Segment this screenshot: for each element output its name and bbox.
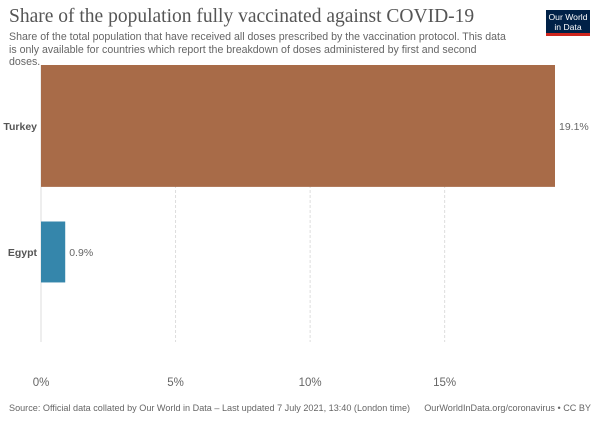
category-label: Turkey — [3, 121, 37, 133]
x-tick-label: 15% — [433, 377, 456, 389]
labels: 0% 5% 10% 15% Turkey 19.1% Egypt 0.9% — [3, 121, 588, 389]
value-label: 19.1% — [559, 121, 589, 133]
x-tick-label: 10% — [299, 377, 322, 389]
credit-link[interactable]: OurWorldInData.org/coronavirus • CC BY — [424, 403, 591, 413]
logo-line-1: Our World — [548, 12, 588, 22]
chart-subtitle: Share of the total population that have … — [9, 31, 506, 68]
bar-egypt — [41, 221, 66, 283]
chart-title: Share of the population fully vaccinated… — [9, 6, 475, 27]
bars — [41, 65, 555, 283]
bar-turkey — [41, 65, 555, 187]
source-note: Source: Official data collated by Our Wo… — [9, 403, 411, 413]
category-label: Egypt — [8, 247, 38, 259]
x-tick-label: 0% — [33, 377, 50, 389]
value-label: 0.9% — [69, 247, 93, 259]
owid-logo[interactable]: Our World in Data — [546, 10, 590, 36]
x-tick-label: 5% — [167, 377, 184, 389]
logo-line-2: in Data — [554, 22, 582, 32]
